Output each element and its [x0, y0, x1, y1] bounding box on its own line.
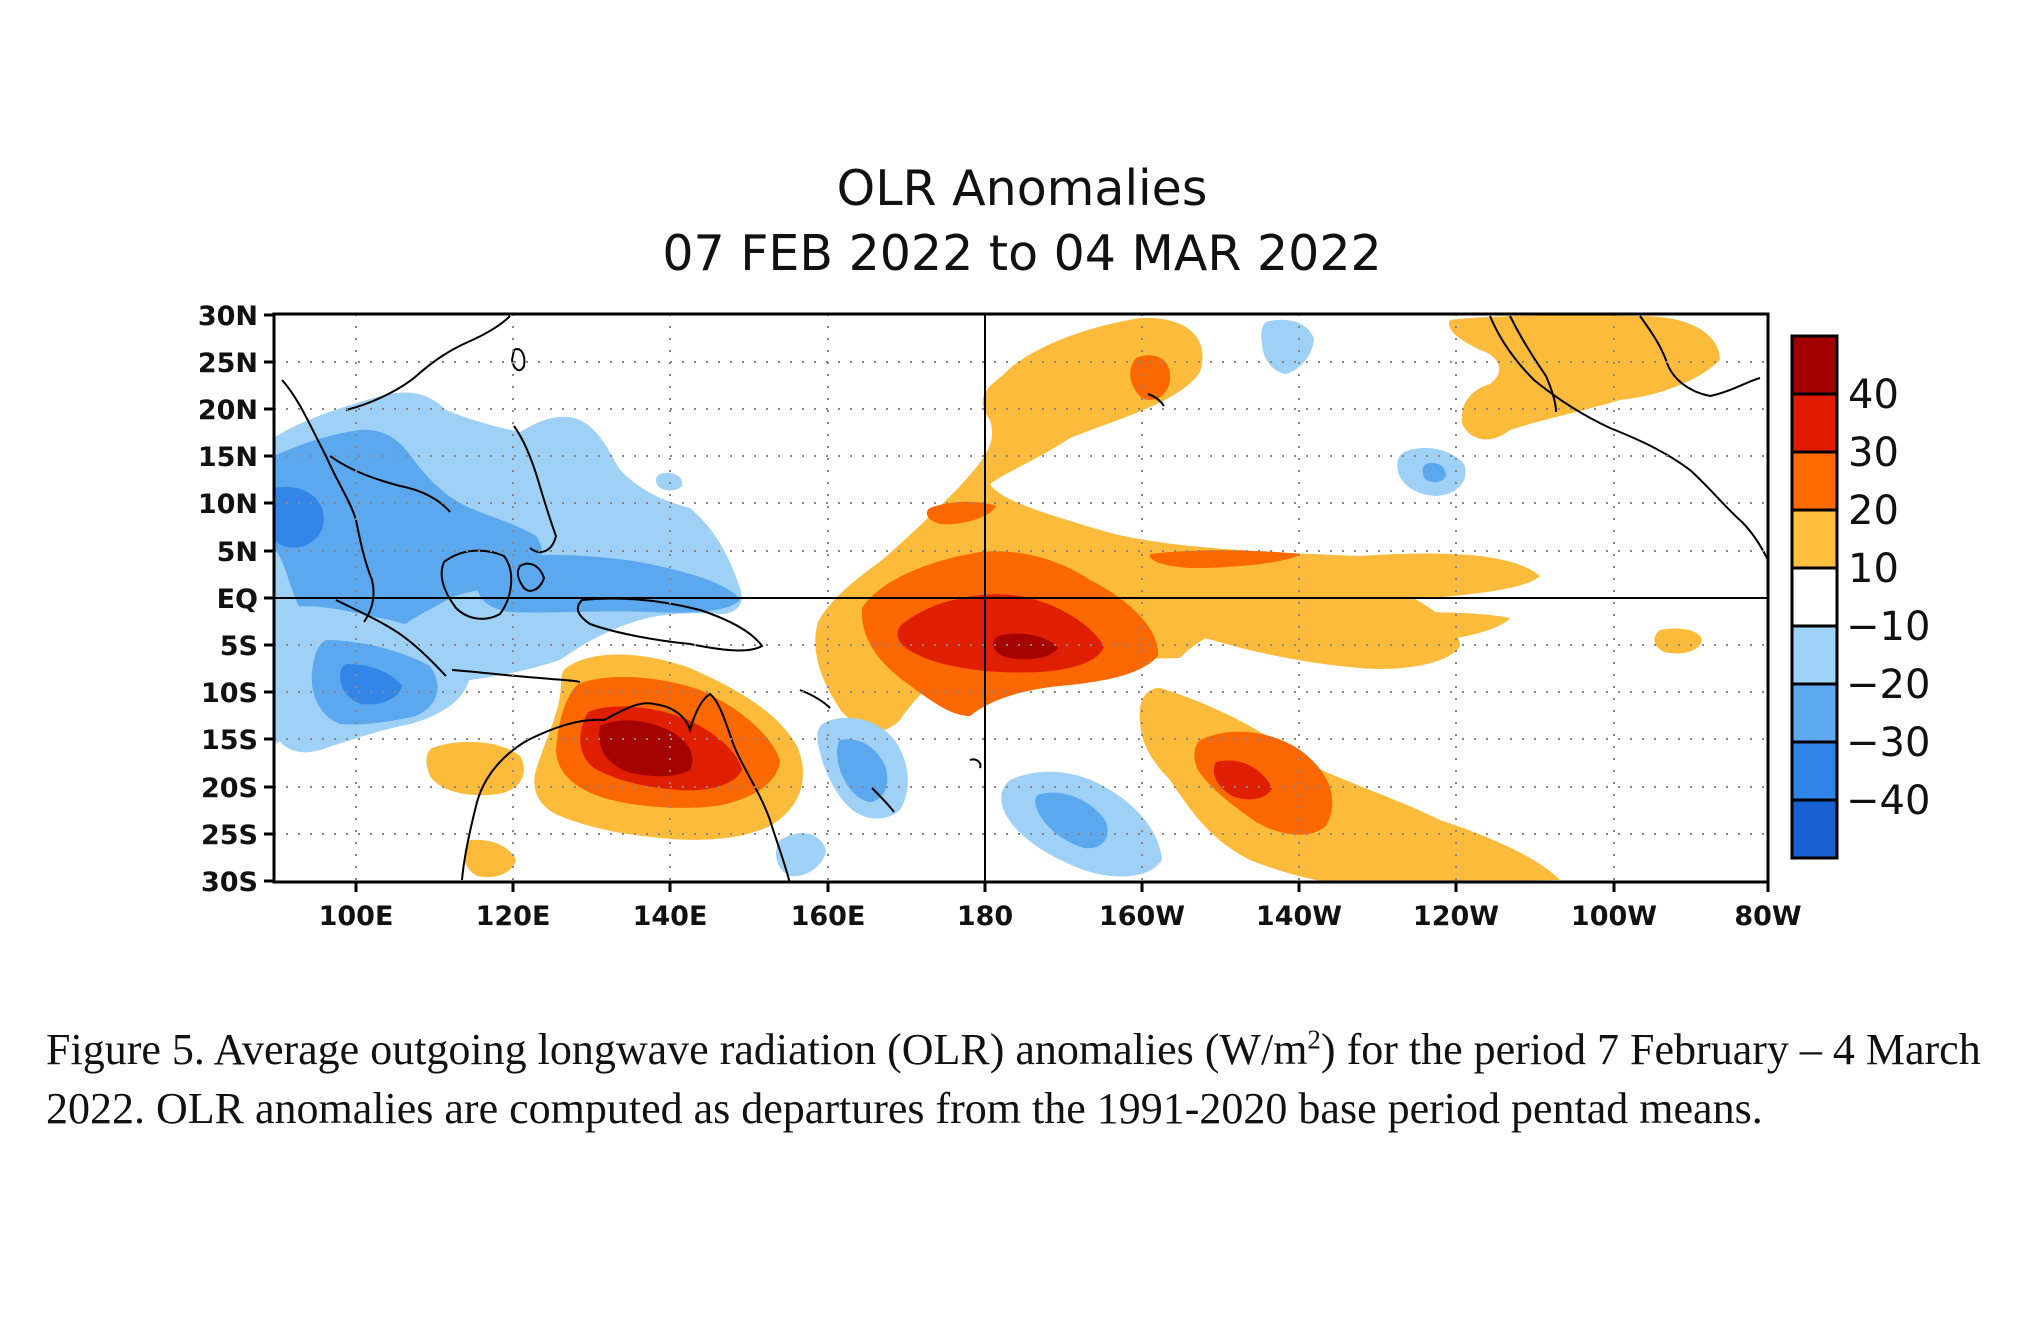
anomaly-off-mexico-pos10	[1449, 315, 1720, 440]
anomaly-north-pacific-streak-pos20	[926, 501, 996, 525]
anomaly-hawaii-pos20	[1130, 355, 1171, 400]
map-title-line2: 07 FEB 2022 to 04 MAR 2022	[662, 225, 1381, 282]
lon-label: 140E	[633, 901, 708, 932]
coast-mexico	[1489, 315, 1768, 561]
coast-java	[451, 669, 581, 683]
colorbar-label: −20	[1846, 662, 1930, 708]
caption-tail: ) for the period 7 February – 4 March 20…	[46, 1025, 1981, 1133]
lon-label: 120W	[1413, 901, 1499, 932]
colorbar-frame	[1790, 334, 1839, 860]
colorbar-swatch	[1792, 394, 1837, 452]
anomaly-equatorial-streak-pos20	[1149, 550, 1300, 568]
lat-label: 20N	[198, 395, 258, 426]
colorbar-swatch	[1792, 626, 1837, 684]
coast-indochina	[281, 379, 375, 623]
coast-sumatra	[335, 599, 447, 677]
colorbar-swatch	[1792, 742, 1837, 800]
lat-label: 30S	[201, 867, 258, 898]
coast-new-caledonia	[871, 787, 895, 813]
colorbar-label: 40	[1848, 372, 1899, 418]
anomaly-west-pacific-neg10-dot	[655, 472, 683, 491]
lat-label: 5N	[217, 537, 258, 568]
anomaly-northeast-pacific-neg20	[1422, 462, 1446, 483]
anomaly-australia-pos40	[599, 720, 693, 777]
anomaly-coral-sea-neg10	[775, 833, 826, 877]
lon-label: 160E	[791, 901, 866, 932]
coastlines	[281, 315, 1768, 882]
figure-caption: Figure 5. Average outgoing longwave radi…	[46, 1020, 2016, 1138]
colorbar-swatch	[1792, 568, 1837, 626]
anomaly-south-australia-pos10	[464, 839, 516, 878]
lon-label: 140W	[1256, 901, 1342, 932]
colorbar-swatch	[1792, 336, 1837, 394]
anomaly-east-pacific-streak-pos10	[1349, 612, 1510, 643]
anomaly-field	[274, 315, 1720, 882]
lat-label: 15N	[198, 442, 258, 473]
lat-label: 10S	[201, 678, 258, 709]
anomaly-southeast-pacific-pos10	[1139, 688, 1560, 882]
coast-philippines	[513, 425, 558, 553]
colorbar-swatch	[1792, 800, 1837, 858]
coast-sulawesi	[516, 562, 546, 592]
lat-label: 15S	[201, 725, 258, 756]
coast-south-china-sea	[329, 455, 451, 513]
lon-label: 80W	[1734, 901, 1801, 932]
caption-superscript: 2	[1307, 1024, 1321, 1055]
map-title-line1: OLR Anomalies	[837, 160, 1208, 217]
lon-label: 160W	[1099, 901, 1185, 932]
colorbar-label: 10	[1848, 546, 1899, 592]
colorbar: 40 30 20 10 −10 −20 −30 −40	[1790, 334, 1930, 860]
lon-axis	[354, 882, 1770, 892]
lat-axis	[264, 313, 274, 883]
lat-label: 10N	[198, 489, 258, 520]
anomaly-south-pacific-band-pos10	[1104, 561, 1460, 670]
colorbar-label: 20	[1848, 488, 1899, 534]
anomaly-north-pacific-neg10	[1261, 319, 1314, 374]
colorbar-label: −30	[1846, 720, 1930, 766]
lon-labels: 100E 120E 140E 160E 180 160W 140W 120W 1…	[319, 901, 1802, 932]
colorbar-swatch	[1792, 452, 1837, 510]
coast-new-guinea	[576, 597, 764, 652]
colorbar-swatch	[1792, 510, 1837, 568]
anomaly-west-australia-pos10	[426, 741, 524, 796]
lat-label: 30N	[198, 301, 258, 332]
anomaly-east-pacific-dot-pos10	[1654, 628, 1702, 654]
coast-gulf-of-mexico	[1639, 315, 1761, 398]
lat-label: 25N	[198, 348, 258, 379]
anomaly-south-pacific-pos30	[1213, 760, 1272, 800]
colorbar-label: −10	[1846, 604, 1930, 650]
coast-baja	[1509, 315, 1557, 413]
lat-labels: 30N 25N 20N 15N 10N 5N EQ 5S 10S 15S 20S…	[198, 301, 258, 898]
lat-label: EQ	[217, 584, 258, 615]
coast-taiwan	[510, 348, 526, 372]
lon-label: 100W	[1571, 901, 1657, 932]
lat-label: 25S	[201, 820, 258, 851]
olr-map-figure: OLR Anomalies 07 FEB 2022 to 04 MAR 2022	[198, 160, 1931, 932]
lon-label: 100E	[319, 901, 394, 932]
colorbar-swatch	[1792, 684, 1837, 742]
lat-label: 20S	[201, 773, 258, 804]
anomaly-south-pacific-neg20	[1035, 792, 1108, 849]
lon-label: 120E	[476, 901, 551, 932]
caption-lead: Figure 5. Average outgoing longwave radi…	[46, 1025, 1308, 1074]
coast-fiji	[969, 758, 982, 769]
coast-hawaii	[1147, 393, 1165, 407]
coast-borneo	[440, 549, 513, 620]
anomaly-central-pacific-pos40	[993, 633, 1058, 660]
colorbar-label: 30	[1848, 430, 1899, 476]
lat-label: 5S	[220, 631, 258, 662]
colorbar-label: −40	[1846, 778, 1930, 824]
coast-china	[345, 315, 511, 411]
lon-label: 180	[957, 901, 1013, 932]
